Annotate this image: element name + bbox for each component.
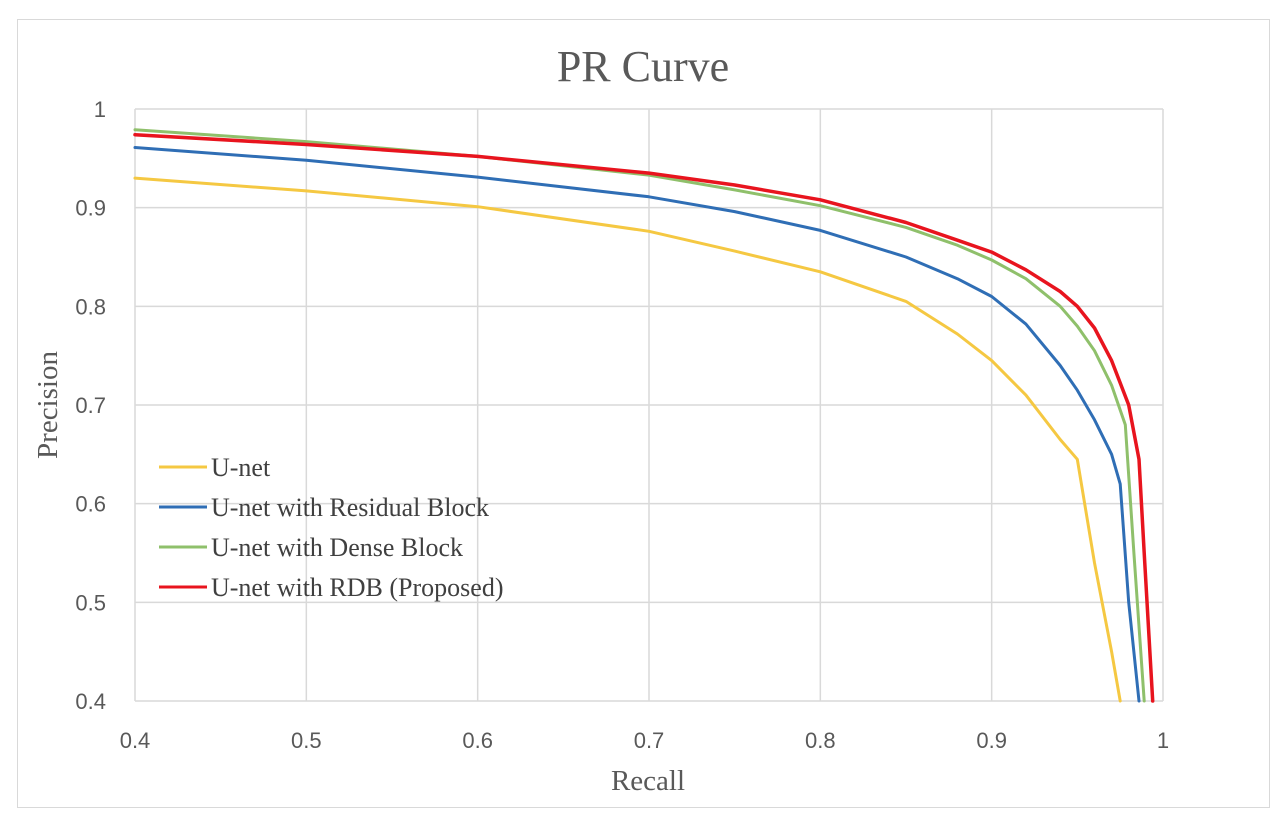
y-axis-title: Precision [32,351,64,459]
legend-label: U-net with Residual Block [211,493,489,522]
legend-label: U-net with RDB (Proposed) [211,573,503,602]
axis-tick-labels: 0.4 0.5 0.6 0.7 0.8 0.9 1 0.4 0.5 0.6 0.7 0.8 0.9 1 [75,97,1169,753]
x-axis-title: Recall [611,765,685,797]
x-tick-label: 0.5 [291,728,322,753]
series-lines [133,128,1155,703]
x-tick-label: 0.7 [634,728,665,753]
grid-lines [134,108,1164,702]
x-tick-label: 0.4 [120,728,151,753]
y-tick-label: 0.5 [75,590,106,615]
x-tick-label: 0.6 [462,728,493,753]
series-line-4 [133,132,1155,703]
legend-label: U-net [211,453,271,482]
chart-frame [17,19,1270,808]
series-line-3 [133,128,1146,703]
x-tick-label: 0.9 [976,728,1007,753]
y-tick-label: 0.6 [75,492,106,517]
series-line-1 [133,176,1122,703]
chart-title: PR Curve [557,42,729,91]
y-tick-label: 0.8 [75,294,106,319]
series-line-2 [133,146,1141,703]
x-tick-label: 0.8 [805,728,836,753]
y-tick-label: 0.4 [75,689,106,714]
y-tick-label: 1 [94,97,106,122]
y-tick-label: 0.9 [75,196,106,221]
y-tick-label: 0.7 [75,393,106,418]
legend: U-net U-net with Residual Block U-net with… [159,453,503,602]
x-tick-label: 1 [1157,728,1169,753]
legend-label: U-net with Dense Block [211,533,463,562]
